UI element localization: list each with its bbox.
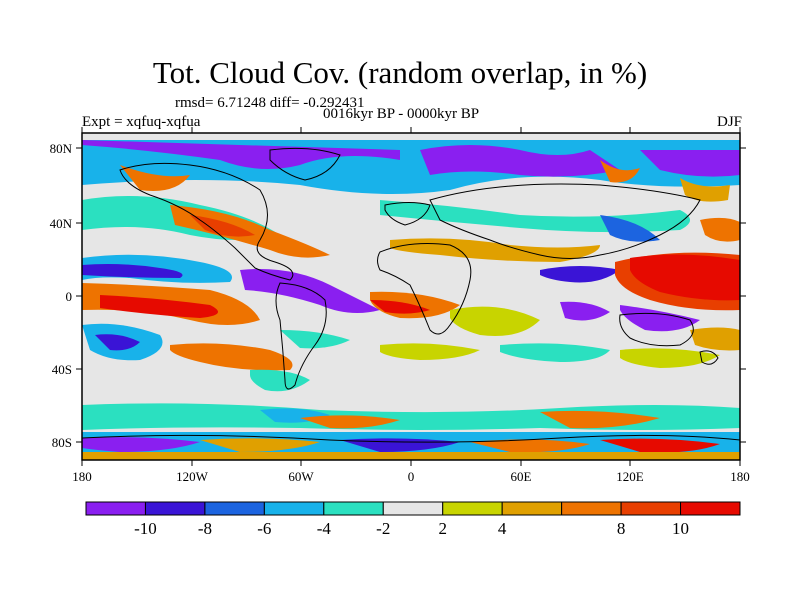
- period-label: 0016kyr BP - 0000kyr BP: [323, 106, 480, 122]
- lon-tick-label: 0: [408, 469, 415, 484]
- colorbar-swatch: [680, 501, 741, 516]
- colorbar-label: -4: [317, 519, 332, 538]
- colorbar-swatch: [85, 501, 146, 516]
- colorbar-labels: -10 -8 -6 -4 -2 2 4 8 10: [134, 519, 689, 538]
- lon-tick-label: 180: [72, 469, 92, 484]
- lat-tick-label: 80N: [50, 141, 73, 156]
- colorbar-swatch: [144, 501, 206, 516]
- lon-tick-label: 60W: [288, 469, 314, 484]
- colorbar-label: -10: [134, 519, 157, 538]
- colorbar-label: -2: [376, 519, 390, 538]
- colorbar-swatch: [323, 501, 384, 516]
- lon-tick-label: 180: [730, 469, 750, 484]
- lat-tick-labels: 80N 40N 0 40S 80S: [50, 141, 73, 450]
- plot-title: Tot. Cloud Cov. (random overlap, in %): [152, 55, 648, 90]
- colorbar-swatch: [204, 501, 265, 516]
- cloud-cover-field: [82, 133, 740, 460]
- colorbar-label: 10: [672, 519, 689, 538]
- colorbar-swatch: [561, 501, 622, 516]
- colorbar-swatch: [620, 501, 682, 516]
- colorbar-swatch: [442, 501, 503, 516]
- colorbar-label: -8: [198, 519, 212, 538]
- lon-tick-label: 60E: [511, 469, 532, 484]
- colorbar-label: 2: [438, 519, 447, 538]
- lon-tick-label: 120W: [176, 469, 209, 484]
- colorbar-swatch: [501, 501, 563, 516]
- lon-tick-labels: 180 120W 60W 0 60E 120E 180: [72, 469, 750, 484]
- colorbar-swatch: [382, 501, 444, 516]
- season-label: DJF: [716, 114, 742, 130]
- colorbar-label: -6: [257, 519, 271, 538]
- colorbar-label: 8: [617, 519, 626, 538]
- colorbar: [85, 501, 741, 516]
- lat-tick-label: 40N: [50, 216, 73, 231]
- colorbar-swatch: [263, 501, 325, 516]
- lat-tick-label: 0: [66, 289, 73, 304]
- experiment-label: Expt = xqfuq-xqfua: [82, 114, 201, 130]
- colorbar-label: 4: [498, 519, 507, 538]
- lat-tick-label: 80S: [52, 435, 72, 450]
- lon-tick-label: 120E: [616, 469, 644, 484]
- lat-tick-label: 40S: [52, 362, 72, 377]
- axis-ticks: [76, 127, 746, 466]
- stats-text: rmsd= 6.71248 diff= -0.292431: [175, 95, 365, 111]
- coastlines: [82, 147, 740, 443]
